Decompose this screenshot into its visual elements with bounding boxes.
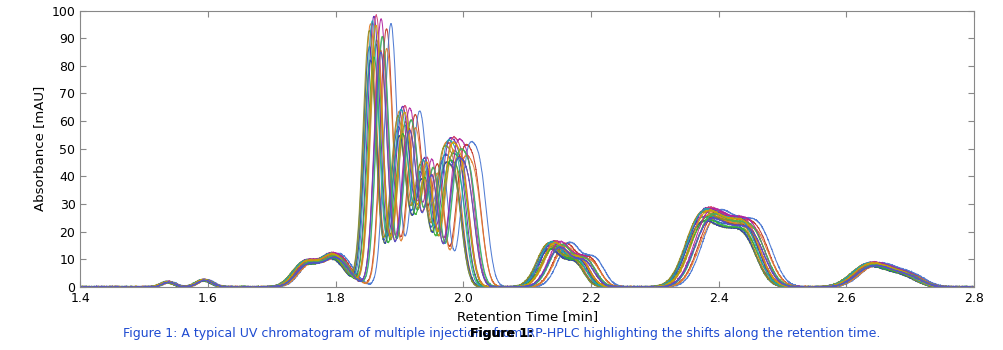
Y-axis label: Absorbance [mAU]: Absorbance [mAU]	[33, 86, 46, 211]
Text: Figure 1:: Figure 1:	[470, 327, 533, 340]
X-axis label: Retention Time [min]: Retention Time [min]	[456, 310, 597, 323]
Text: Figure 1:: Figure 1:	[470, 327, 533, 340]
Text: Figure 1: A typical UV chromatogram of multiple injections from RP-HPLC highligh: Figure 1: A typical UV chromatogram of m…	[123, 327, 880, 340]
